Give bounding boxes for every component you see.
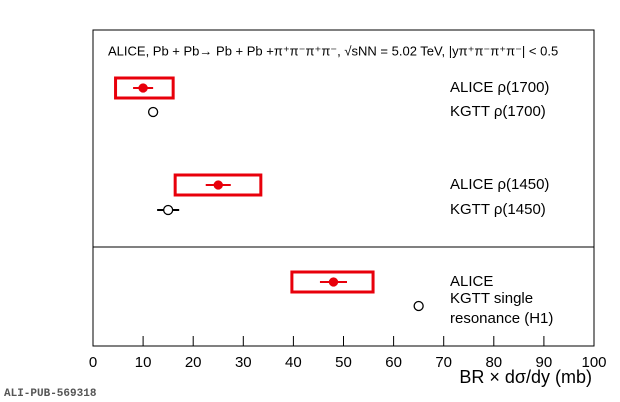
point-label: resonance (H1) <box>450 310 553 327</box>
point-label: KGTT ρ(1450) <box>450 201 546 218</box>
sys-box <box>173 173 263 197</box>
point <box>162 204 174 216</box>
point-label: ALICE ρ(1700) <box>450 79 549 96</box>
x-tick-label: 90 <box>536 354 553 371</box>
x-tick-label: 100 <box>581 354 606 371</box>
footer: ALI-PUB-569318 <box>4 388 97 400</box>
x-tick-label: 30 <box>235 354 252 371</box>
point <box>413 300 424 312</box>
x-tick-label: 20 <box>185 354 202 371</box>
point <box>147 106 159 118</box>
point <box>138 83 148 93</box>
x-tick-label: 80 <box>485 354 502 371</box>
point <box>213 180 223 190</box>
chart-title: ALICE, Pb + Pb→ Pb + Pb +π⁺π⁻π⁺π⁻, √sNN … <box>108 43 558 58</box>
point-label: KGTT single <box>450 290 533 307</box>
point-label: KGTT ρ(1700) <box>450 103 546 120</box>
x-tick-label: 0 <box>89 354 97 371</box>
sys-box <box>114 76 175 100</box>
x-tick-label: 60 <box>385 354 402 371</box>
x-tick-label: 50 <box>335 354 352 371</box>
x-axis-label: BR × dσ/dy (mb) <box>459 367 592 387</box>
sys-box <box>290 270 375 294</box>
x-tick-label: 10 <box>135 354 152 371</box>
point-label: ALICE ρ(1450) <box>450 176 549 193</box>
x-tick-label: 40 <box>285 354 302 371</box>
point <box>328 277 339 287</box>
point-label: ALICE <box>450 273 493 290</box>
x-tick-label: 70 <box>435 354 452 371</box>
